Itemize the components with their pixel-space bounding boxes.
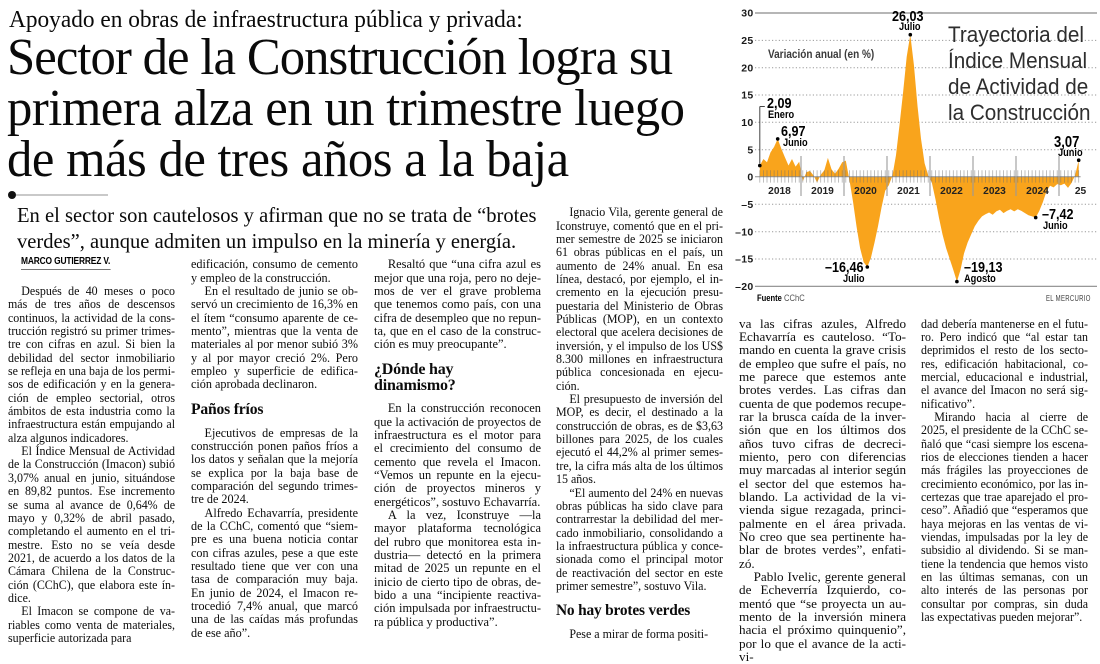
svg-text:5: 5 [747,144,753,156]
svg-text:20: 20 [741,62,753,74]
svg-text:25: 25 [741,35,753,47]
svg-text:2024: 2024 [1026,186,1049,197]
svg-text:0: 0 [747,172,753,184]
svg-text:25: 25 [1075,186,1087,197]
svg-text:2019: 2019 [811,186,834,197]
svg-text:–10: –10 [735,226,753,238]
svg-text:2023: 2023 [983,186,1006,197]
svg-text:2020: 2020 [854,186,877,197]
svg-text:–15: –15 [735,254,753,266]
svg-text:2022: 2022 [940,186,963,197]
svg-text:10: 10 [741,117,753,129]
svg-text:–5: –5 [741,199,753,211]
svg-text:15: 15 [741,90,753,102]
svg-text:–20: –20 [735,281,753,293]
svg-text:30: 30 [741,8,753,20]
svg-text:2018: 2018 [768,186,791,197]
svg-text:2021: 2021 [897,186,920,197]
